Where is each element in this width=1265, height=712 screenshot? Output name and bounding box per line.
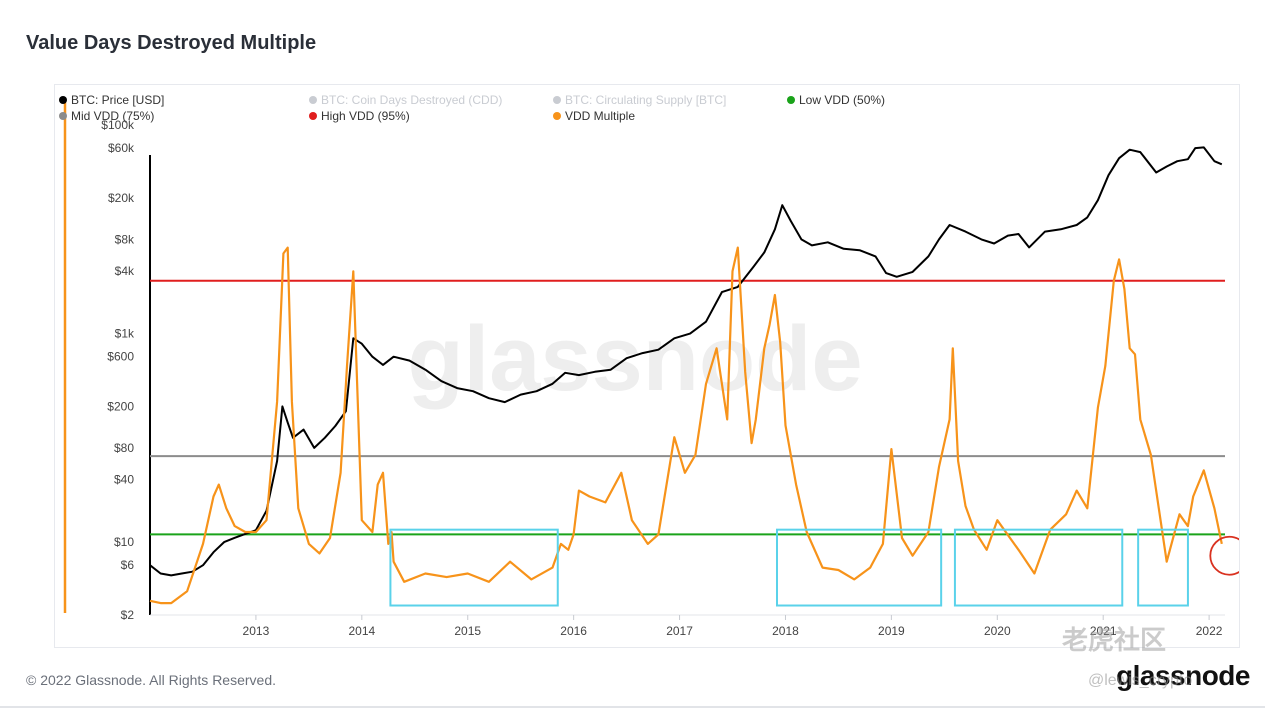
price-axis-tick-label: $6	[121, 558, 135, 572]
legend-label: Mid VDD (75%)	[71, 109, 154, 123]
x-axis-tick-label: 2022	[1196, 624, 1223, 638]
price-axis-tick-label: $10	[114, 535, 134, 549]
x-axis-tick-label: 2021	[1090, 624, 1117, 638]
price-axis-tick-label: $100k	[101, 118, 135, 132]
legend-item[interactable]: Low VDD (50%)	[787, 93, 885, 107]
legend-item[interactable]: High VDD (95%)	[309, 109, 410, 123]
x-axis-tick-label: 2015	[454, 624, 481, 638]
x-axis-tick-label: 2020	[984, 624, 1011, 638]
vdd-multiple-line	[149, 246, 1223, 605]
x-axis-tick-label: 2019	[878, 624, 905, 638]
annotation-box	[1137, 528, 1189, 607]
x-axis-tick-label: 2013	[243, 624, 270, 638]
legend-item[interactable]: BTC: Coin Days Destroyed (CDD)	[309, 93, 502, 107]
legend-label: BTC: Coin Days Destroyed (CDD)	[321, 93, 502, 107]
legend-swatch	[787, 96, 795, 104]
price-axis-tick-label: $8k	[115, 232, 135, 246]
threshold-lines	[150, 279, 1225, 536]
x-axis-tick-label: 2016	[560, 624, 587, 638]
overlay-handle: @lewis_crypto	[1088, 672, 1193, 689]
price-axis-tick-label: $80	[114, 441, 134, 455]
price-axis-tick-label: $4k	[115, 264, 135, 278]
legend-label: VDD Multiple	[565, 109, 635, 123]
legend-swatch	[309, 112, 317, 120]
legend-label: BTC: Price [USD]	[71, 93, 164, 107]
legend-item[interactable]: BTC: Circulating Supply [BTC]	[553, 93, 726, 107]
chart-svg: glassnode 024$2$6$10$40$80$200$600$1k$4k…	[42, 93, 1250, 638]
legend[interactable]: BTC: Price [USD] BTC: Coin Days Destroyed…	[59, 93, 885, 123]
glassnode-logo: glassnode	[1116, 660, 1250, 691]
price-axis-tick-label: $60k	[108, 141, 135, 155]
price-line	[149, 146, 1223, 577]
price-axis-tick-label: $200	[107, 399, 134, 413]
legend-swatch	[553, 112, 561, 120]
legend-item[interactable]: Mid VDD (75%)	[59, 109, 154, 123]
legend-swatch	[309, 96, 317, 104]
price-axis-tick-label: $20k	[108, 191, 135, 205]
price-axis-tick-label: $1k	[115, 327, 135, 341]
watermark: glassnode	[407, 308, 862, 410]
chart-panel: glassnode 024$2$6$10$40$80$200$600$1k$4k…	[42, 84, 1250, 648]
legend-swatch	[553, 96, 561, 104]
x-axis-tick-label: 2018	[772, 624, 799, 638]
legend-item[interactable]: VDD Multiple	[553, 109, 635, 123]
x-axis-tick-label: 2017	[666, 624, 693, 638]
annotations	[389, 528, 1250, 607]
series	[149, 146, 1223, 605]
annotation-circle	[1209, 535, 1250, 576]
price-axis-tick-label: $600	[107, 350, 134, 364]
price-axis-tick-label: $40	[114, 472, 134, 486]
page-title: Value Days Destroyed Multiple	[26, 32, 317, 54]
annotation-box	[953, 528, 1124, 607]
legend-item[interactable]: BTC: Price [USD]	[59, 93, 164, 107]
legend-swatch	[59, 112, 67, 120]
price-axis-tick-label: $2	[121, 608, 135, 622]
axes: 024$2$6$10$40$80$200$600$1k$4k$8k$20k$60…	[42, 100, 1225, 638]
x-axis-tick-label: 2014	[348, 624, 375, 638]
legend-label: High VDD (95%)	[321, 109, 410, 123]
legend-label: BTC: Circulating Supply [BTC]	[565, 93, 726, 107]
bottom-divider	[0, 706, 1265, 708]
legend-swatch	[59, 96, 67, 104]
overlay-watermark: 老虎社区	[1062, 625, 1167, 655]
legend-label: Low VDD (50%)	[799, 93, 885, 107]
watermark-text: glassnode	[407, 308, 862, 410]
annotation-box	[389, 528, 559, 607]
annotation-box	[775, 528, 943, 607]
footer-copyright: © 2022 Glassnode. All Rights Reserved.	[26, 672, 277, 688]
